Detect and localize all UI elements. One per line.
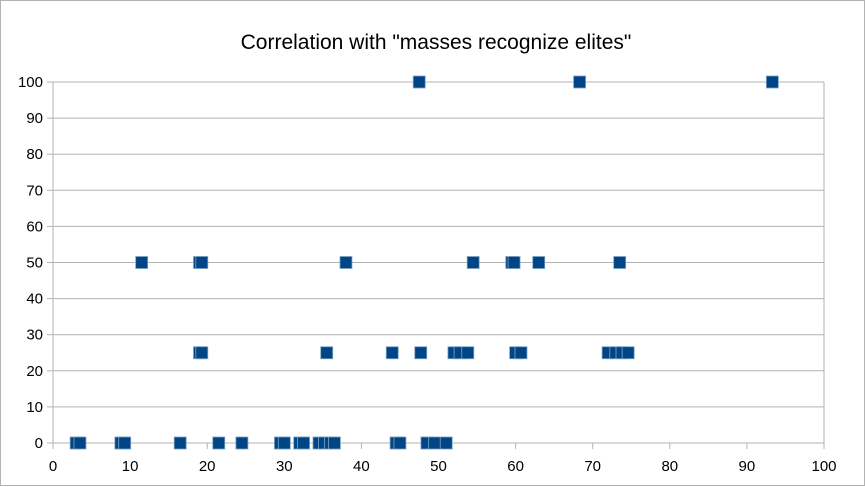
- data-point: [439, 436, 453, 450]
- data-point: [573, 75, 586, 89]
- x-tick-label: 90: [739, 458, 756, 475]
- y-tick-label: 100: [18, 74, 43, 91]
- data-point: [195, 256, 209, 269]
- chart-title: Correlation with "masses recognize elite…: [241, 31, 632, 54]
- y-tick-label: 40: [26, 291, 43, 308]
- y-tick-label: 10: [26, 399, 43, 416]
- data-point: [173, 436, 187, 450]
- y-tick-label: 50: [26, 255, 43, 272]
- y-tick-label: 90: [26, 110, 43, 127]
- y-tick-label: 0: [35, 435, 43, 452]
- data-point: [320, 346, 334, 360]
- data-point: [328, 436, 341, 450]
- y-tick-label: 80: [26, 146, 43, 163]
- data-point: [507, 256, 521, 269]
- x-tick-label: 80: [661, 458, 678, 475]
- x-tick-label: 30: [276, 458, 293, 475]
- data-point: [339, 256, 353, 269]
- x-tick-label: 100: [811, 458, 836, 475]
- data-point: [135, 256, 149, 269]
- data-point: [461, 346, 475, 360]
- x-tick-label: 50: [430, 458, 447, 475]
- data-point: [466, 256, 480, 269]
- data-point: [765, 75, 779, 89]
- data-point: [235, 436, 249, 450]
- data-point: [73, 436, 87, 450]
- x-tick-label: 40: [353, 458, 370, 475]
- x-tick-label: 60: [507, 458, 524, 475]
- data-point: [514, 346, 528, 360]
- x-tick-label: 10: [122, 458, 139, 475]
- x-tick-label: 70: [584, 458, 601, 475]
- y-tick-label: 60: [26, 218, 43, 235]
- data-point: [297, 436, 310, 450]
- tick-labels: 0 10 20 30 40 50 60 70 80 90 100 0 10 20 30 40 50 60 70 80 9…: [18, 74, 837, 475]
- grid-lines: [53, 81, 824, 444]
- data-point: [212, 436, 226, 450]
- data-point: [277, 436, 291, 450]
- data-point: [393, 436, 407, 450]
- y-tick-label: 30: [26, 327, 43, 344]
- data-points: [69, 75, 779, 450]
- data-point: [385, 346, 399, 360]
- x-tick-label: 20: [199, 458, 216, 475]
- data-point: [621, 346, 635, 360]
- y-tick-label: 70: [26, 182, 43, 199]
- data-point: [195, 346, 209, 360]
- data-point: [412, 75, 426, 89]
- data-point: [428, 436, 442, 450]
- x-tick-label: 0: [49, 458, 57, 475]
- axes: [47, 81, 825, 449]
- y-tick-label: 20: [26, 363, 43, 380]
- data-point: [532, 256, 546, 269]
- data-point: [414, 346, 428, 360]
- data-point: [118, 436, 132, 450]
- data-point: [613, 256, 627, 269]
